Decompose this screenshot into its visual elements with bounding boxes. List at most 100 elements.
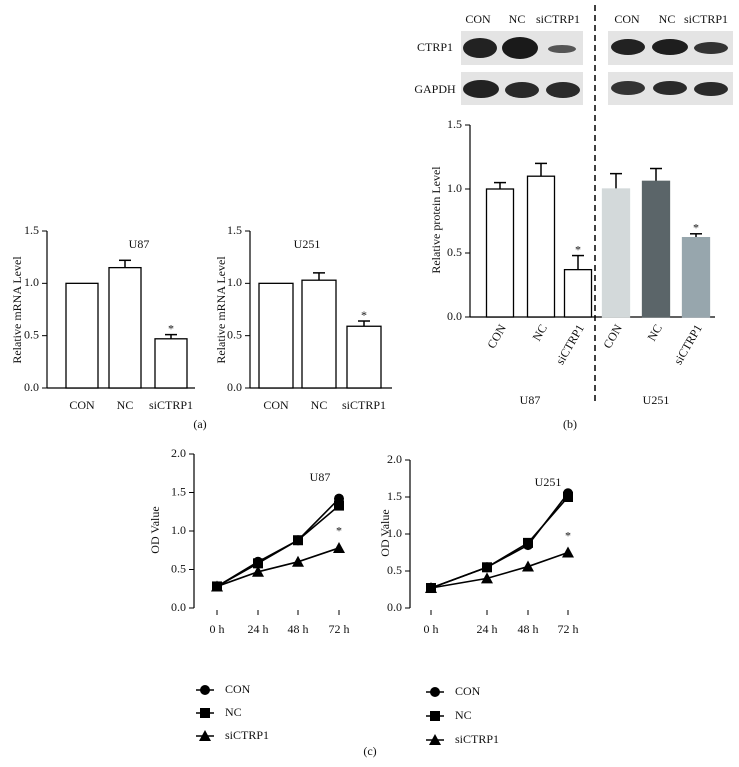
bar [526, 175, 556, 318]
series-line [216, 498, 340, 588]
blot-u251 [608, 31, 733, 105]
legend-label: NC [225, 705, 242, 719]
marker [293, 535, 303, 546]
legend-marker [200, 708, 210, 718]
x-tick-label: CON [600, 322, 625, 351]
chart-title: U87 [129, 237, 150, 251]
bar [641, 180, 671, 318]
x-tick-label: 48 h [518, 622, 539, 636]
legend-marker [430, 711, 440, 721]
blot-lane-label: CON [465, 12, 491, 26]
y-tick-label: 1.5 [387, 489, 402, 503]
group-label: U251 [643, 393, 670, 407]
y-tick-label: 2.0 [171, 446, 186, 460]
x-tick-label: NC [117, 398, 134, 412]
legend-marker [199, 730, 211, 741]
y-tick-label: 0.5 [24, 327, 39, 341]
blot-band [505, 82, 539, 98]
series-line [430, 492, 569, 589]
legend-label: CON [455, 684, 481, 698]
y-tick-label: 2.0 [387, 452, 402, 466]
blot-u87 [461, 31, 583, 105]
bar [154, 338, 188, 389]
y-tick-label: 0.5 [387, 563, 402, 577]
blot-band [653, 81, 687, 95]
x-tick-label: NC [530, 322, 550, 343]
y-axis-label: Relative protein Level [429, 166, 443, 274]
blot-band [546, 82, 580, 98]
y-tick-label: 1.5 [24, 223, 39, 237]
legend-marker [200, 685, 210, 695]
series-line [216, 504, 340, 588]
panel-label: (b) [563, 417, 577, 431]
marker [522, 560, 534, 572]
y-tick-label: 1.0 [171, 523, 186, 537]
blot-lane-label: siCTRP1 [684, 12, 728, 26]
y-tick-label: 1.5 [447, 117, 462, 131]
x-tick-label: siCTRP1 [671, 322, 705, 367]
bar [346, 325, 382, 389]
annotation: * [361, 308, 367, 322]
blot-band [652, 39, 688, 55]
bar [108, 266, 142, 389]
bar [65, 282, 99, 389]
marker [562, 546, 574, 558]
legend-marker [429, 734, 441, 745]
bar [485, 188, 515, 318]
bar [563, 268, 593, 318]
chart-title: U251 [294, 237, 321, 251]
y-axis-label: Relative mRNA Level [214, 256, 228, 364]
marker [481, 572, 493, 584]
blot-band [694, 42, 728, 54]
legend-label: CON [225, 682, 251, 696]
y-tick-label: 0.0 [447, 309, 462, 323]
y-axis-label: OD Value [148, 506, 162, 553]
marker [482, 562, 492, 573]
series-line [430, 496, 569, 589]
annotation: * [565, 528, 571, 542]
y-tick-label: 1.5 [227, 223, 242, 237]
blot-band [611, 39, 645, 55]
y-tick-label: 0.0 [24, 380, 39, 394]
y-tick-label: 1.0 [387, 526, 402, 540]
marker [253, 558, 263, 569]
marker [292, 555, 304, 567]
bar [681, 236, 711, 318]
marker [252, 565, 264, 577]
x-tick-label: CON [484, 322, 509, 351]
chart-title: U87 [310, 470, 331, 484]
blot-band [694, 82, 728, 96]
blot-band [502, 37, 538, 59]
x-tick-label: CON [263, 398, 289, 412]
x-tick-label: siCTRP1 [149, 398, 193, 412]
y-tick-label: 1.0 [447, 181, 462, 195]
chart-title: U251 [535, 475, 562, 489]
marker [563, 492, 573, 502]
bar [258, 282, 294, 389]
blot-band [548, 45, 576, 53]
blot-band [463, 38, 497, 58]
panel-label: (a) [193, 417, 206, 431]
x-tick-label: 72 h [329, 622, 350, 636]
annotation: * [336, 524, 342, 538]
y-tick-label: 1.0 [24, 275, 39, 289]
y-tick-label: 1.5 [171, 484, 186, 498]
x-tick-label: CON [69, 398, 95, 412]
blot-lane-label: NC [509, 12, 526, 26]
blot-row-label: CTRP1 [417, 40, 453, 54]
x-tick-label: 0 h [424, 622, 439, 636]
blot-lane-label: CON [614, 12, 640, 26]
x-tick-label: NC [311, 398, 328, 412]
x-tick-label: siCTRP1 [553, 322, 587, 367]
bar [601, 188, 631, 318]
x-tick-label: 48 h [288, 622, 309, 636]
x-tick-label: siCTRP1 [342, 398, 386, 412]
y-tick-label: 0.5 [171, 561, 186, 575]
y-tick-label: 0.5 [227, 327, 242, 341]
legend-marker [430, 687, 440, 697]
legend-label: NC [455, 708, 472, 722]
series-line [216, 547, 340, 588]
group-label: U87 [520, 393, 541, 407]
